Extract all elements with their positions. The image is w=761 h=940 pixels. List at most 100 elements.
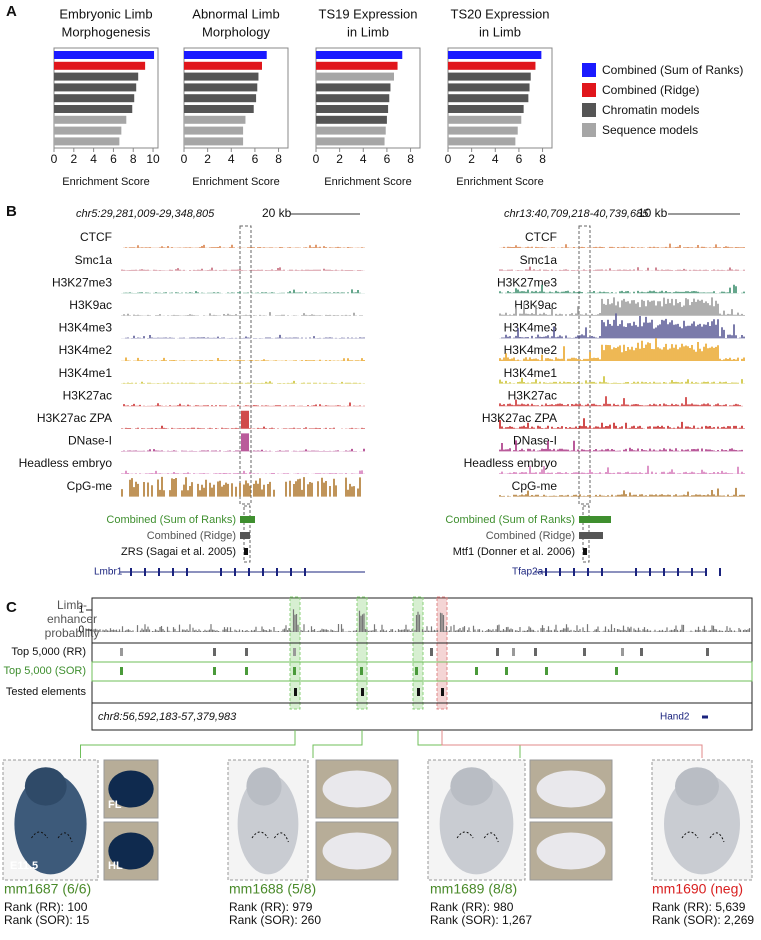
- gene-label: Hand2: [660, 712, 690, 723]
- exon: [677, 568, 679, 576]
- x-tick-label: 4: [90, 152, 97, 166]
- track-label: Headless embryo: [19, 456, 113, 470]
- chart-title: in Limb: [347, 24, 389, 39]
- annotation-label: Combined (Sum of Ranks): [445, 514, 575, 526]
- signal-track: [121, 334, 365, 339]
- exon: [705, 568, 707, 576]
- bar: [316, 105, 389, 113]
- rr-hit: [621, 648, 624, 656]
- element-name: mm1688 (5/8): [229, 881, 316, 897]
- connector: [417, 730, 521, 758]
- x-tick-label: 2: [468, 152, 475, 166]
- highlight-box: [578, 225, 591, 505]
- exon: [130, 568, 132, 576]
- bar: [54, 72, 139, 81]
- signal-track: [123, 402, 365, 407]
- limb-outline: [251, 831, 289, 843]
- bar: [184, 61, 262, 70]
- x-tick-label: 4: [360, 152, 367, 166]
- exon: [304, 568, 306, 576]
- x-axis-label: Enrichment Score: [192, 176, 279, 188]
- chart-title: Abnormal Limb: [192, 6, 279, 21]
- chart-title: in Limb: [479, 24, 521, 39]
- exon: [186, 568, 188, 576]
- exon: [601, 568, 603, 576]
- rr-hit: [583, 648, 586, 656]
- bar: [316, 94, 390, 103]
- rr-hit: [496, 648, 499, 656]
- highlight-box: [239, 225, 252, 505]
- legend-swatch: [582, 63, 596, 77]
- bar: [184, 115, 246, 124]
- signal-track: [499, 465, 745, 474]
- track-label: DNase-I: [68, 434, 112, 448]
- signal-track: [121, 289, 365, 294]
- sor-hit: [360, 667, 363, 675]
- exon: [158, 568, 160, 576]
- x-tick-label: 8: [539, 152, 546, 166]
- coordinates: chr13:40,709,218-40,739,685: [504, 208, 649, 220]
- exon: [587, 568, 589, 576]
- limb-bud: [108, 770, 154, 808]
- track-label: probability: [45, 626, 100, 640]
- track-label: Smc1a: [75, 253, 113, 267]
- rr-hit: [430, 648, 433, 656]
- bar: [316, 137, 385, 146]
- annotation-label: Combined (Ridge): [147, 530, 236, 542]
- panel-letter: A: [6, 3, 17, 20]
- rank-rr: Rank (RR): 980: [430, 900, 514, 914]
- rank-sor: Rank (SOR): 2,269: [652, 913, 754, 927]
- signal-track: [121, 433, 365, 452]
- bar: [184, 83, 258, 92]
- coordinates: chr5:29,281,009-29,348,805: [76, 208, 215, 220]
- track-label: Limb-: [57, 598, 87, 612]
- exon: [649, 568, 651, 576]
- x-axis-label: Enrichment Score: [62, 176, 149, 188]
- tested-element: [361, 688, 364, 696]
- bar: [184, 126, 244, 135]
- rr-hit: [706, 648, 709, 656]
- chart-title: TS20 Expression: [451, 6, 550, 21]
- signal-track: [499, 243, 745, 248]
- tested-element: [294, 688, 297, 696]
- track-label: DNase-I: [513, 434, 557, 448]
- track-label: enhancer: [47, 612, 97, 626]
- signal-track: [121, 476, 361, 497]
- exon: [635, 568, 637, 576]
- exon: [144, 568, 146, 576]
- chart-title: Morphology: [202, 24, 270, 39]
- sor-hit: [120, 667, 123, 675]
- x-tick-label: 10: [146, 152, 160, 166]
- limb-bud: [108, 832, 154, 870]
- track-label: H3K4me2: [504, 343, 558, 357]
- rr-hit: [293, 648, 296, 656]
- signal-track: [121, 312, 363, 316]
- track-label: H3K27ac: [63, 388, 112, 402]
- track-label: H3K4me1: [504, 366, 558, 380]
- exon: [276, 568, 278, 576]
- x-tick-label: 8: [407, 152, 414, 166]
- bar: [316, 83, 391, 92]
- bar: [448, 61, 536, 70]
- chart-title: TS19 Expression: [319, 6, 418, 21]
- exon: [234, 568, 236, 576]
- gene-label: Tfap2a: [512, 567, 544, 578]
- x-tick-label: 2: [336, 152, 343, 166]
- x-axis-label: Enrichment Score: [324, 176, 411, 188]
- bar: [448, 137, 516, 146]
- limb-bud: [536, 770, 606, 808]
- bar: [184, 105, 254, 113]
- highlight-column: [412, 596, 424, 710]
- x-tick-label: 6: [110, 152, 117, 166]
- exon: [290, 568, 292, 576]
- bar: [54, 83, 137, 92]
- limb-outline: [31, 831, 73, 843]
- track-label: Smc1a: [520, 253, 558, 267]
- limb-bud: [322, 832, 392, 870]
- exon: [719, 568, 721, 576]
- signal-track: [121, 267, 365, 271]
- x-tick-label: 0: [313, 152, 320, 166]
- annotation-mark: [240, 532, 250, 539]
- bar: [184, 51, 267, 59]
- rr-hit: [120, 648, 123, 656]
